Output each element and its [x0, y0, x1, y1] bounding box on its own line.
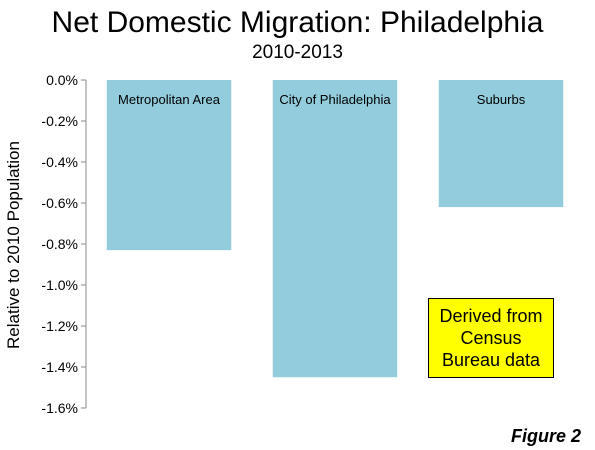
y-tick-label: -1.0%	[41, 277, 78, 293]
note-text: Derived from Census Bureau data	[439, 306, 543, 370]
note-box: Derived from Census Bureau data	[428, 298, 554, 378]
bar	[438, 80, 564, 208]
bar	[106, 80, 232, 251]
category-label: Metropolitan Area	[118, 92, 221, 107]
bars	[106, 80, 564, 378]
chart-subtitle: 2010-2013	[252, 42, 343, 63]
bar-labels: Metropolitan Area City of Philadelphia Sub…	[118, 92, 526, 107]
y-tick-label: -0.8%	[41, 236, 78, 252]
category-label: Suburbs	[477, 92, 526, 107]
y-tick-label: -0.4%	[41, 154, 78, 170]
y-tick-label: -1.4%	[41, 359, 78, 375]
y-tick-label: -0.2%	[41, 113, 78, 129]
category-label: City of Philadelphia	[279, 92, 391, 107]
figure-label: Figure 2	[510, 426, 581, 446]
y-axis-ticks: 0.0% -0.2% -0.4% -0.6% -0.8% -1.0% -1.2% -1.4% -…	[41, 72, 86, 416]
y-tick-label: -1.6%	[41, 400, 78, 416]
y-tick-label: 0.0%	[46, 72, 78, 88]
chart-title: Net Domestic Migration: Philadelphia	[51, 6, 544, 39]
bar	[272, 80, 398, 378]
y-tick-label: -1.2%	[41, 318, 78, 334]
y-tick-label: -0.6%	[41, 195, 78, 211]
